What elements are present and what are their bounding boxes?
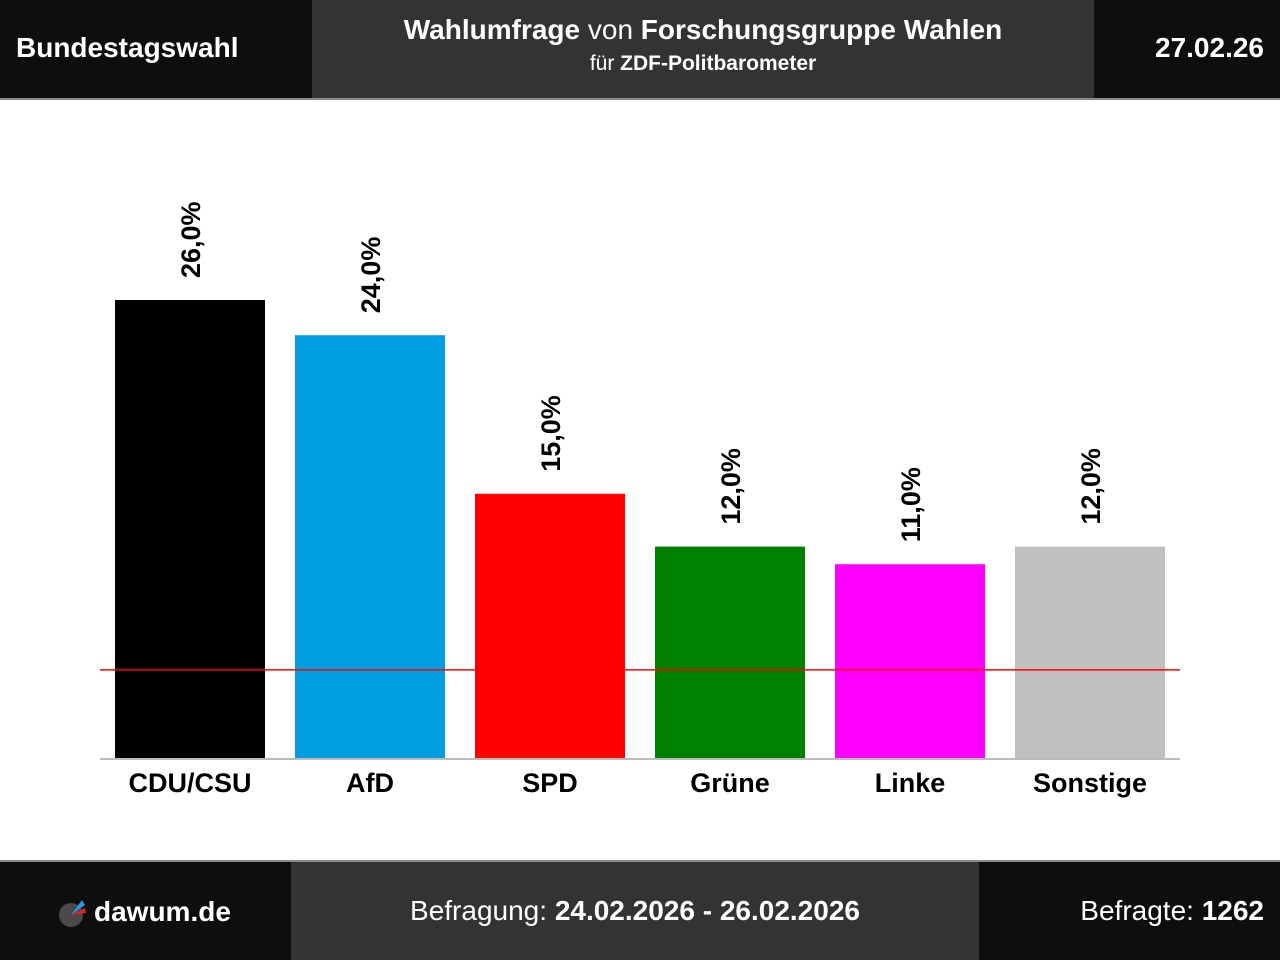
footer: dawum.de Befragung: 24.02.2026 - 26.02.2… — [0, 860, 1280, 960]
data-label: 12,0% — [1076, 448, 1106, 525]
survey-label: Befragung: — [410, 895, 555, 926]
category-label: SPD — [522, 768, 578, 798]
category-label: Grüne — [690, 768, 770, 798]
header-center: Wahlumfrage von Forschungsgruppe Wahlen … — [312, 0, 1094, 98]
subtitle-part: für — [589, 52, 621, 75]
election-title: Bundestagswahl — [16, 32, 239, 63]
logo-text: dawum.de — [94, 896, 231, 927]
category-label: Sonstige — [1033, 768, 1147, 798]
bar-gr-ne — [655, 546, 805, 758]
category-label: CDU/CSU — [128, 768, 251, 798]
title-part: von — [580, 14, 641, 45]
bar-afd — [295, 335, 445, 758]
data-label: 26,0% — [176, 201, 206, 278]
poll-subtitle: für ZDF-Politbarometer — [312, 52, 1094, 76]
respondents: Befragte: 1262 — [1080, 895, 1264, 927]
bar-linke — [835, 564, 985, 758]
bar-spd — [475, 493, 625, 758]
respondents-value: 1262 — [1201, 895, 1264, 926]
header-left: Bundestagswahl — [0, 0, 312, 98]
title-part: Wahlumfrage — [403, 14, 581, 45]
data-label: 12,0% — [716, 448, 746, 525]
poll-title: Wahlumfrage von Forschungsgruppe Wahlen — [312, 14, 1094, 46]
client-name: ZDF-Politbarometer — [620, 52, 817, 75]
data-label: 11,0% — [896, 467, 926, 542]
footer-logo-area: dawum.de — [0, 862, 291, 960]
footer-center: Befragung: 24.02.2026 - 26.02.2026 — [291, 862, 979, 960]
survey-period: Befragung: 24.02.2026 - 26.02.2026 — [291, 895, 979, 927]
data-label: 15,0% — [536, 395, 566, 472]
header-right: 27.02.26 — [1094, 0, 1280, 98]
poll-date: 27.02.26 — [1155, 32, 1264, 63]
footer-right: Befragte: 1262 — [979, 862, 1280, 960]
category-label: AfD — [346, 768, 394, 798]
bar-cdu-csu — [115, 300, 265, 758]
data-label: 24,0% — [356, 237, 386, 314]
category-label: Linke — [875, 768, 946, 798]
bar-sonstige — [1015, 546, 1165, 758]
pollster-name: Forschungsgruppe Wahlen — [640, 14, 1003, 45]
respondents-label: Befragte: — [1080, 895, 1202, 926]
header: Bundestagswahl Wahlumfrage von Forschung… — [0, 0, 1280, 100]
survey-range: 24.02.2026 - 26.02.2026 — [554, 895, 860, 926]
dawum-logo-icon — [59, 900, 86, 927]
